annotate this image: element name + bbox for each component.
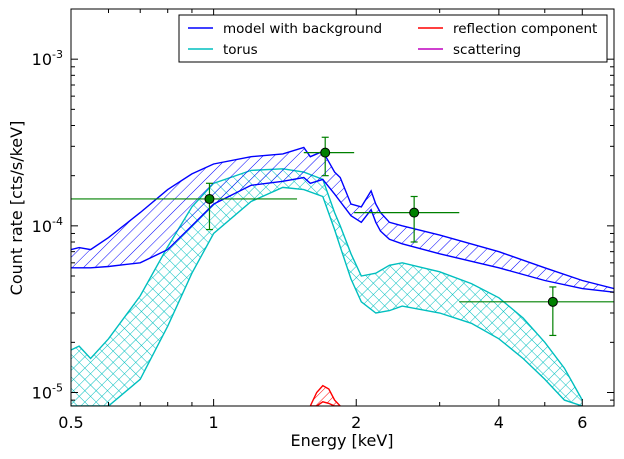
y-axis-label: Count rate [cts/s/keV] [7,121,26,296]
torus-band-fill [71,168,583,406]
data-point-0 [204,193,215,204]
y-tick-label: 10-4 [32,215,63,236]
legend-box [178,14,608,63]
model-band-lower-line [71,176,614,293]
x-tick-label: 1 [209,413,219,432]
y-tick-exponent: -4 [52,215,63,228]
data-point-1 [320,147,331,158]
y-tick-label: 10-3 [32,48,63,69]
data-point-2 [409,207,420,218]
ticks-layer: 0.5 1 2 4 610-510-410-3 [32,9,615,432]
legend-label-1: reflection component [453,21,597,37]
x-axis-label: Energy [keV] [290,431,393,450]
x-tick-label: 4 [494,413,504,432]
y-tick-label: 10-5 [32,382,63,403]
y-tick-exponent: -3 [52,48,63,61]
plot-frame [70,8,615,407]
reflection-band-fill [310,385,341,406]
data-point-3 [547,296,558,307]
x-tick-label: 6 [577,413,587,432]
y-tick-base: 10 [32,384,52,403]
data-points-layer [71,136,614,337]
legend-label-2: torus [223,42,258,58]
x-tick-label: 2 [351,413,361,432]
x-tick-label: 0.5 [58,413,83,432]
legend: model with background reflection componen… [178,14,608,63]
torus-band-upper-line [71,168,583,401]
y-tick-base: 10 [32,217,52,236]
y-tick-exponent: -5 [52,382,63,395]
legend-label-0: model with background [223,21,382,37]
y-tick-base: 10 [32,50,52,69]
reflection-band-upper-line [309,384,341,406]
model-band-upper-line [71,146,614,290]
legend-label-3: scattering [453,42,521,58]
torus-band-lower-line [71,186,583,406]
reflection-band-lower-line [310,401,341,406]
